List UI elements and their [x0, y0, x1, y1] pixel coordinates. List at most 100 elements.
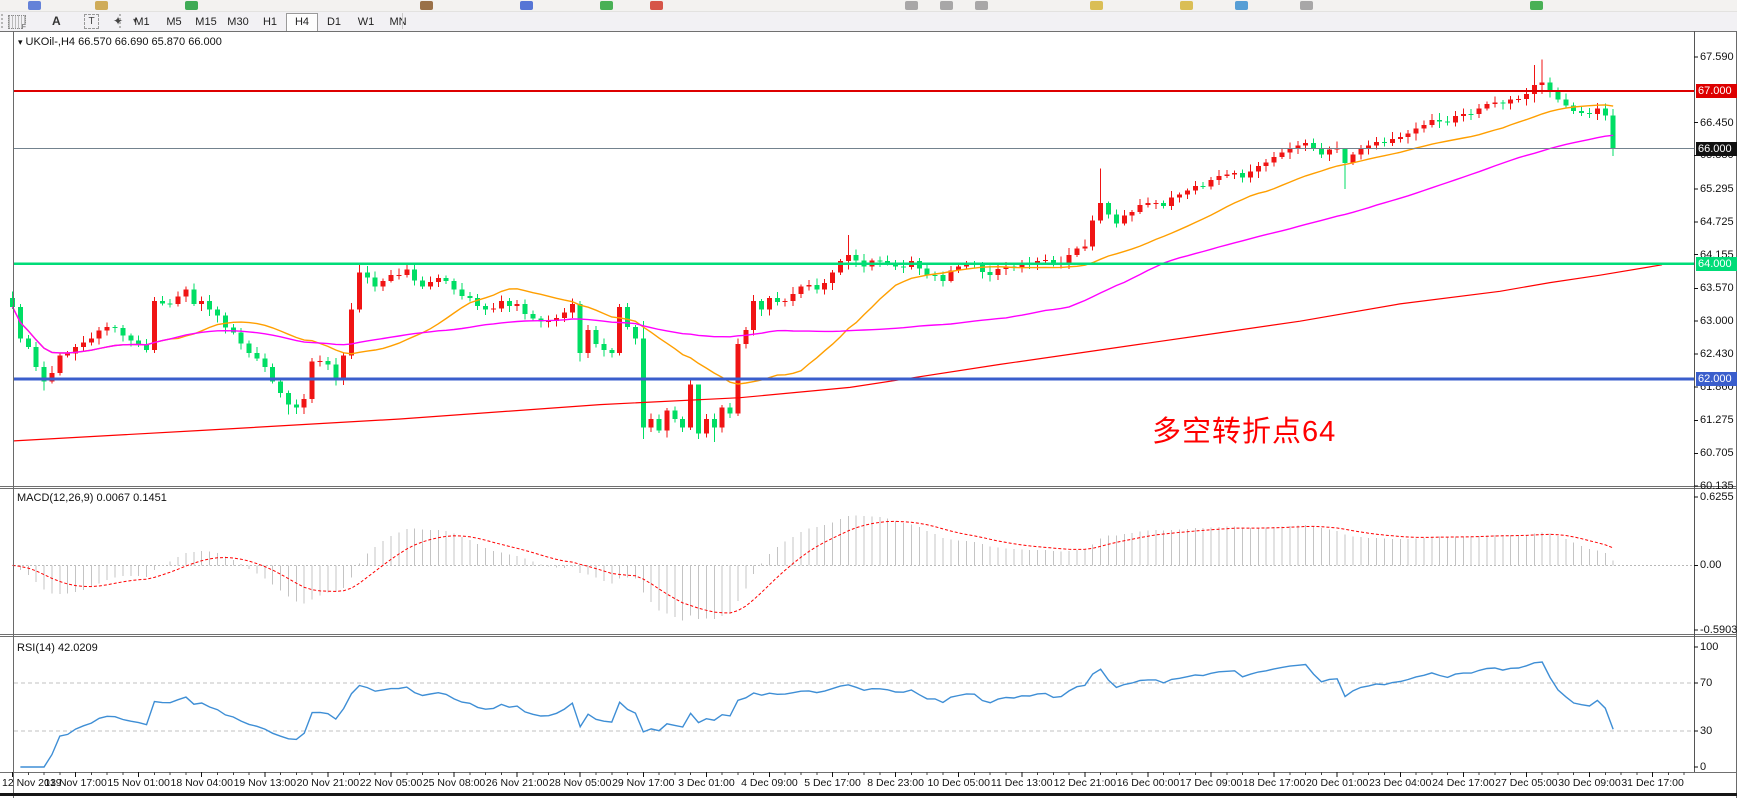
panel-borders	[0, 31, 1737, 798]
price-level-badge-67.000: 67.000	[1696, 84, 1737, 98]
toolbar-drag-handle[interactable]	[1, 14, 6, 28]
time-axis-label[interactable]: 20 Dec 01:00	[1305, 777, 1369, 789]
toolbar-row-top	[0, 0, 1737, 12]
chart-symbol-title: ▾ UKOil-,H4 66.570 66.690 65.870 66.000	[18, 36, 222, 48]
time-axis-label[interactable]: 19 Nov 13:00	[233, 777, 297, 789]
time-axis-label[interactable]: 15 Nov 01:00	[107, 777, 170, 789]
toolbar-drag-handle[interactable]	[119, 14, 124, 28]
time-axis-label[interactable]: 12 Dec 21:00	[1053, 777, 1117, 789]
toolbar-icon-fragment	[940, 1, 953, 10]
toolbar-icon-fragment	[905, 1, 918, 10]
timeframe-button-group: M1 M5 M15 M30 H1 H4 D1 W1 MN	[126, 12, 414, 32]
toolbar-icon-fragment	[1235, 1, 1248, 10]
timeframe-button-H1[interactable]: H1	[262, 16, 278, 28]
price-level-badge-62.000: 62.000	[1696, 371, 1737, 386]
rsi-axis-label: 30	[1700, 725, 1713, 737]
chevron-down-icon[interactable]: ▾	[133, 16, 138, 25]
toolbar-icon-fragment	[600, 1, 613, 10]
price-axis-label: 64.725	[1700, 215, 1734, 228]
timeframe-button-M1[interactable]: M1	[134, 16, 150, 28]
price-axis-label: 60.135	[1700, 480, 1734, 493]
window-bottom-border	[0, 793, 1737, 796]
time-axis-label[interactable]: 20 Nov 21:00	[296, 777, 360, 789]
price-level-badge-66.000: 66.000	[1696, 141, 1737, 156]
price-axis-label: 67.590	[1700, 51, 1734, 64]
time-axis-label[interactable]: 26 Nov 21:00	[485, 777, 549, 789]
toolbar-row-timeframes: F A T ✦ ▾ M1 M5 M15 M30 H1 H4 D1 W1 MN	[0, 12, 1737, 32]
chart-annotation-text: 多空转折点64	[1152, 416, 1337, 448]
chart-title-text: UKOil-,H4 66.570 66.690 65.870 66.000	[25, 36, 222, 48]
macd-histogram	[14, 515, 1694, 621]
macd-indicator-label: MACD(12,26,9) 0.0067 0.1451	[17, 492, 167, 504]
price-axis-label: 62.430	[1700, 348, 1734, 360]
price-chart-canvas[interactable]	[0, 31, 1737, 798]
candles	[10, 59, 1616, 443]
toolbar-icon-fragment	[650, 1, 663, 10]
toolbar-icon-fragment	[975, 1, 988, 10]
time-axis-ticks	[12, 772, 1685, 777]
rsi-line	[20, 661, 1614, 768]
ma-mid-line	[11, 134, 1614, 354]
timeframe-button-MN[interactable]: MN	[389, 16, 407, 28]
chart-menu-caret-icon[interactable]: ▾	[18, 37, 23, 47]
price-axis-label: 63.000	[1700, 315, 1734, 328]
grid-icon-label: F	[21, 24, 26, 31]
price-axis-label: 60.705	[1700, 447, 1734, 460]
price-axis-label: 65.295	[1700, 183, 1734, 196]
rsi-level-lines	[14, 682, 1694, 732]
time-axis-label[interactable]: 29 Nov 17:00	[612, 777, 675, 789]
toolbar-icon-fragment	[1300, 1, 1313, 10]
toolbar-icon-fragment	[520, 1, 533, 10]
toolbar-icon-fragment	[1530, 1, 1543, 10]
time-axis-label[interactable]: 4 Dec 09:00	[741, 777, 798, 789]
time-axis-label[interactable]: 27 Dec 05:00	[1495, 777, 1558, 789]
timeframe-button-M15[interactable]: M15	[195, 16, 217, 28]
time-axis-label[interactable]: 18 Nov 04:00	[170, 777, 233, 789]
time-axis-label[interactable]: 22 Nov 05:00	[359, 777, 423, 789]
macd-axis-label: 0.6255	[1700, 490, 1734, 503]
toolbar-icon-fragment	[1090, 1, 1103, 10]
time-axis-label[interactable]: 28 Nov 05:00	[548, 777, 612, 789]
price-axis-label: 63.570	[1700, 282, 1734, 295]
time-axis-label[interactable]: 24 Dec 17:00	[1432, 777, 1495, 789]
rsi-axis-label: 0	[1700, 761, 1707, 773]
time-axis-label[interactable]: 3 Dec 01:00	[678, 777, 735, 789]
macd-axis-label: -0.5903	[1700, 623, 1737, 636]
ma-slow-line	[13, 264, 1663, 442]
ma-fast-line	[11, 104, 1614, 385]
time-axis-label[interactable]: 11 Dec 13:00	[990, 777, 1053, 789]
toolbar-separator	[402, 13, 403, 29]
text-label-icon[interactable]: A	[52, 14, 61, 28]
timeframe-button-M30[interactable]: M30	[227, 16, 249, 28]
timeframe-button-H4[interactable]: H4	[286, 13, 318, 32]
grid-icon[interactable]: F	[8, 15, 26, 31]
rsi-axis-label: 70	[1700, 677, 1713, 689]
time-axis-label[interactable]: 17 Dec 09:00	[1179, 777, 1243, 789]
timeframe-button-M5[interactable]: M5	[166, 16, 182, 28]
price-level-badge-64.000: 64.000	[1696, 256, 1737, 271]
time-axis-label[interactable]: 30 Dec 09:00	[1558, 777, 1621, 789]
timeframe-button-D1[interactable]: D1	[326, 16, 342, 28]
time-axis-label[interactable]: 5 Dec 17:00	[804, 777, 861, 789]
crosshair-icon[interactable]: ✦	[113, 14, 124, 28]
price-level-lines	[14, 90, 1694, 381]
time-axis-label[interactable]: 13 Nov 17:00	[44, 777, 107, 789]
time-axis-label[interactable]: 18 Dec 17:00	[1242, 777, 1306, 789]
text-box-icon[interactable]: T	[84, 14, 99, 29]
time-axis-label[interactable]: 23 Dec 04:00	[1369, 777, 1432, 789]
toolbar-icon-fragment	[28, 1, 41, 10]
time-axis-label[interactable]: 12 Nov 2019	[2, 777, 62, 789]
time-axis-label[interactable]: 25 Nov 08:00	[422, 777, 486, 789]
price-axis-label: 66.450	[1700, 116, 1734, 129]
chart-window[interactable]: ▾ UKOil-,H4 66.570 66.690 65.870 66.000 M…	[0, 31, 1737, 798]
time-axis-label[interactable]: 8 Dec 23:00	[867, 777, 924, 789]
timeframe-button-W1[interactable]: W1	[357, 16, 375, 28]
time-axis-label[interactable]: 10 Dec 05:00	[927, 777, 990, 789]
toolbar-icon-fragment	[185, 1, 198, 10]
time-axis-label[interactable]: 16 Dec 00:00	[1116, 777, 1180, 789]
toolbar-icon-fragment	[1180, 1, 1193, 10]
time-axis-label[interactable]: 31 Dec 17:00	[1621, 777, 1684, 789]
rsi-axis-label: 100	[1700, 641, 1719, 653]
macd-axis-label: 0.00	[1700, 559, 1722, 572]
